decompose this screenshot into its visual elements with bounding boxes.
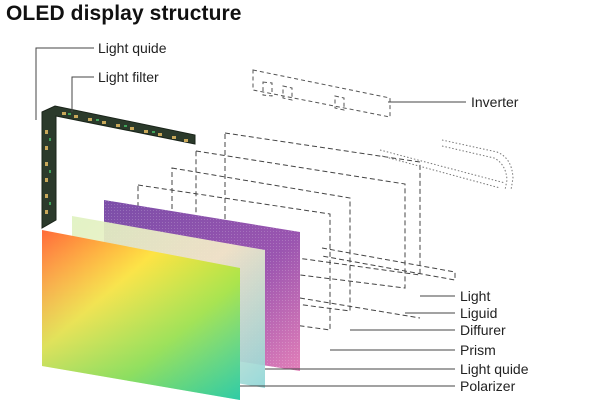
leader-light-filter — [71, 76, 94, 112]
dashed-edge — [299, 297, 421, 319]
pcb-frame — [41, 105, 196, 229]
label-polarizer: Polarizer — [460, 378, 516, 394]
leader-light-quide-top — [35, 47, 94, 120]
label-light-quide-bottom: Light quide — [460, 361, 529, 377]
diagram-title: OLED display structure — [6, 2, 242, 25]
label-diffurer: Diffurer — [460, 322, 506, 338]
label-light-filter: Light filter — [98, 69, 159, 85]
inverter-board — [252, 69, 391, 118]
front-gradient-panel — [42, 230, 240, 400]
label-light-quide-top: Light quide — [98, 40, 167, 56]
dashed-outline-1 — [224, 132, 421, 276]
dashed-outline-4 — [137, 184, 331, 331]
light-tube — [379, 139, 514, 191]
label-light-right: Light — [460, 288, 490, 304]
label-prism: Prism — [460, 342, 496, 358]
leader-lines — [35, 47, 466, 387]
dashed-edge — [321, 247, 456, 281]
label-liguid: Liguid — [460, 305, 497, 321]
labels: Light quide Light filter Inverter Light … — [98, 40, 529, 394]
label-inverter: Inverter — [471, 94, 519, 110]
